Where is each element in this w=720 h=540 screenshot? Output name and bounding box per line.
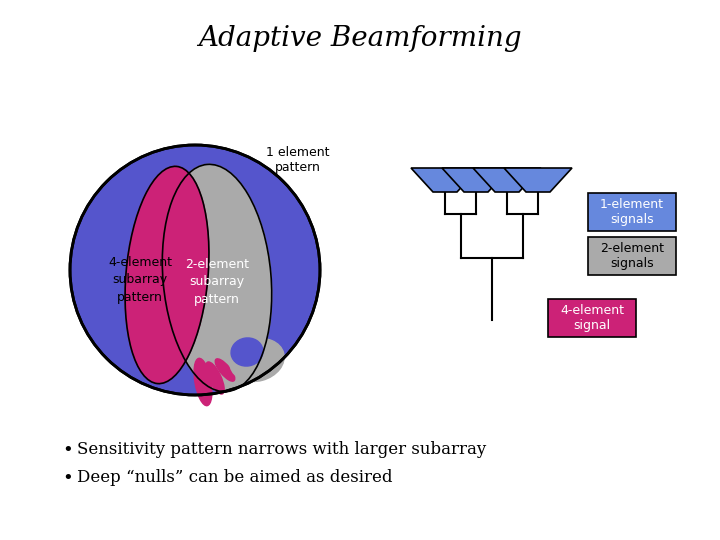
Text: 2-element
signals: 2-element signals <box>600 241 664 271</box>
Polygon shape <box>411 168 479 192</box>
Text: 4-element
signal: 4-element signal <box>560 303 624 333</box>
Text: 4-element
subarray
pattern: 4-element subarray pattern <box>108 256 172 303</box>
Ellipse shape <box>215 359 235 381</box>
Text: •: • <box>62 469 73 487</box>
Circle shape <box>70 145 320 395</box>
Polygon shape <box>504 168 572 192</box>
Ellipse shape <box>206 362 224 394</box>
Text: Deep “nulls” can be aimed as desired: Deep “nulls” can be aimed as desired <box>77 469 392 487</box>
FancyBboxPatch shape <box>588 237 676 275</box>
Text: 1 element
pattern: 1 element pattern <box>266 146 330 174</box>
Text: Adaptive Beamforming: Adaptive Beamforming <box>198 24 522 51</box>
Ellipse shape <box>230 339 284 381</box>
Text: 1-element
signals: 1-element signals <box>600 198 664 226</box>
Ellipse shape <box>231 338 263 366</box>
Polygon shape <box>473 168 541 192</box>
Text: Sensitivity pattern narrows with larger subarray: Sensitivity pattern narrows with larger … <box>77 442 486 458</box>
Text: •: • <box>62 441 73 459</box>
FancyBboxPatch shape <box>548 299 636 337</box>
Ellipse shape <box>194 359 212 406</box>
Polygon shape <box>442 168 510 192</box>
Ellipse shape <box>125 166 209 383</box>
Ellipse shape <box>162 164 271 392</box>
Text: 2-element
subarray
pattern: 2-element subarray pattern <box>185 259 249 306</box>
FancyBboxPatch shape <box>588 193 676 231</box>
